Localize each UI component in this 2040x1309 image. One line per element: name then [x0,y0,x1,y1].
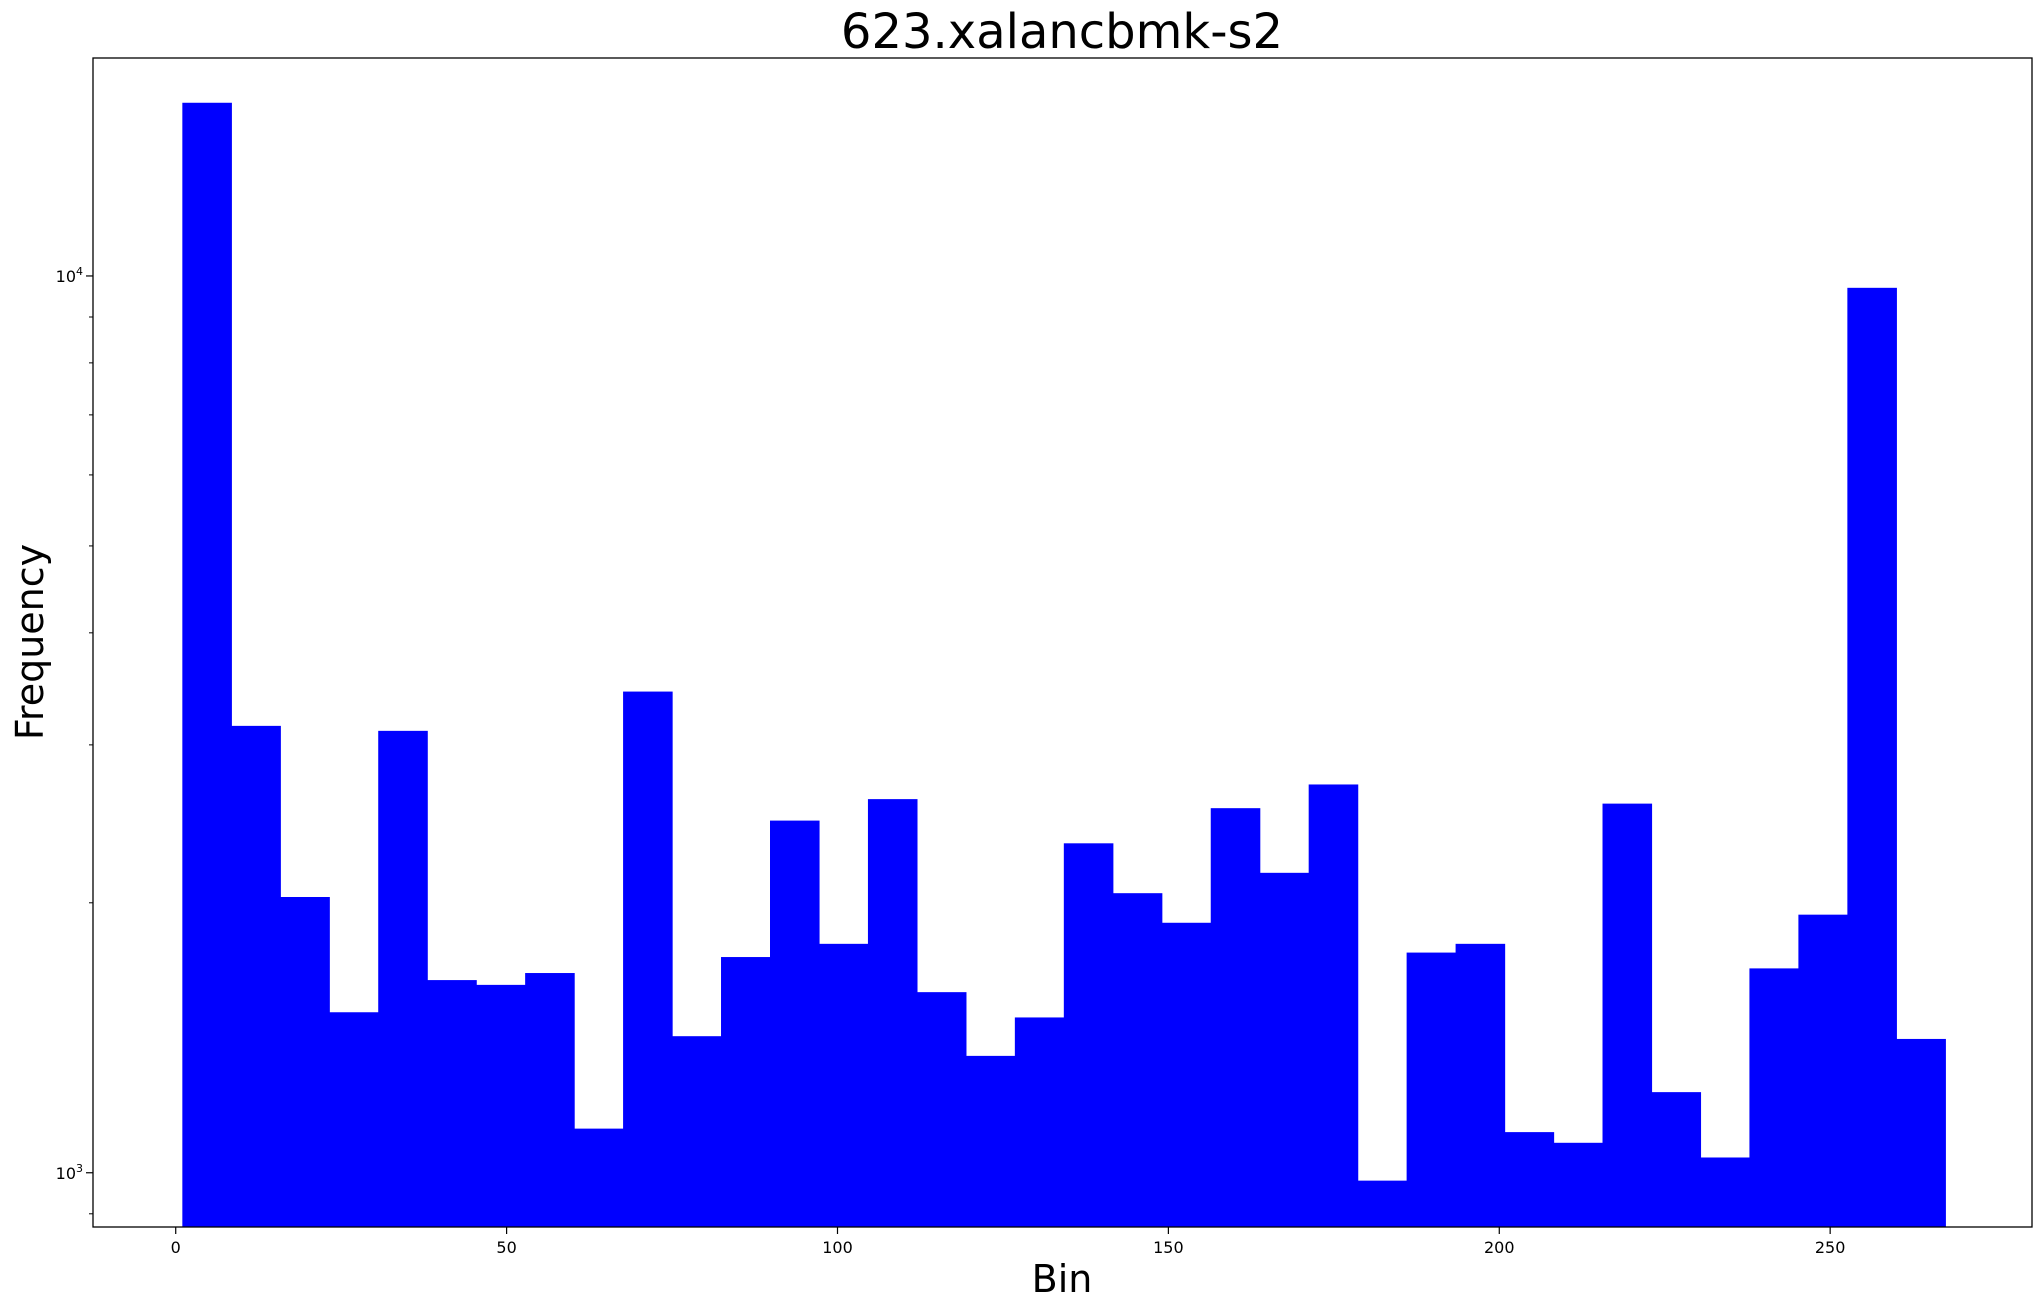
histogram-bar [1308,784,1359,1227]
histogram-bar [476,984,526,1227]
histogram-bar [672,1036,722,1227]
x-axis: 0 50 100 150 200 250 [171,1227,1846,1257]
y-axis: 103 104 [56,265,93,1215]
histogram-bar [965,1055,1016,1227]
histogram-bar [231,725,281,1227]
bars-layer [182,102,1946,1227]
y-tick-label: 103 [56,1162,83,1183]
histogram-bar [1455,943,1506,1227]
y-tick-label: 104 [56,265,83,286]
histogram-bar [1553,1142,1604,1227]
histogram-bar [1651,1092,1702,1227]
histogram-bar [1063,843,1114,1227]
histogram-bar [1504,1132,1555,1227]
x-tick-label: 200 [1484,1238,1515,1257]
x-tick-label: 0 [171,1238,181,1257]
histogram-bar [1210,808,1261,1227]
x-tick-label: 100 [822,1238,853,1257]
x-tick-label: 250 [1815,1238,1846,1257]
histogram-bar [329,1012,379,1227]
histogram-bar [721,957,771,1227]
histogram-bar [280,897,330,1227]
histogram-bar [1259,872,1310,1227]
plot-frame [92,57,2033,1228]
histogram-bar [1406,952,1457,1227]
histogram-bar [916,992,967,1227]
histogram-bar [1161,922,1212,1227]
histogram-bar [1357,1180,1408,1227]
histogram-bar [1847,287,1897,1227]
chart-title: 623.xalancbmk-s2 [841,4,1283,60]
x-axis-title: Bin [1032,1257,1093,1301]
histogram-bar [867,799,918,1227]
histogram-bar [1602,803,1653,1227]
histogram-bar [427,980,477,1227]
histogram-bar [1749,968,1799,1227]
histogram-bar [378,730,428,1227]
histogram-bar [1896,1038,1946,1227]
histogram-bar [525,973,575,1227]
histogram-bar [770,820,820,1227]
histogram-bar [182,102,232,1227]
histogram-bar [574,1128,624,1227]
histogram-bar [1112,893,1163,1227]
histogram-bar [1014,1017,1065,1227]
histogram-bar [1798,914,1848,1227]
x-tick-label: 50 [496,1238,516,1257]
y-axis-title: Frequency [8,544,52,740]
histogram-bar [1700,1157,1751,1227]
histogram-bar [818,943,869,1227]
x-tick-label: 150 [1153,1238,1184,1257]
histogram-bar [623,691,673,1227]
